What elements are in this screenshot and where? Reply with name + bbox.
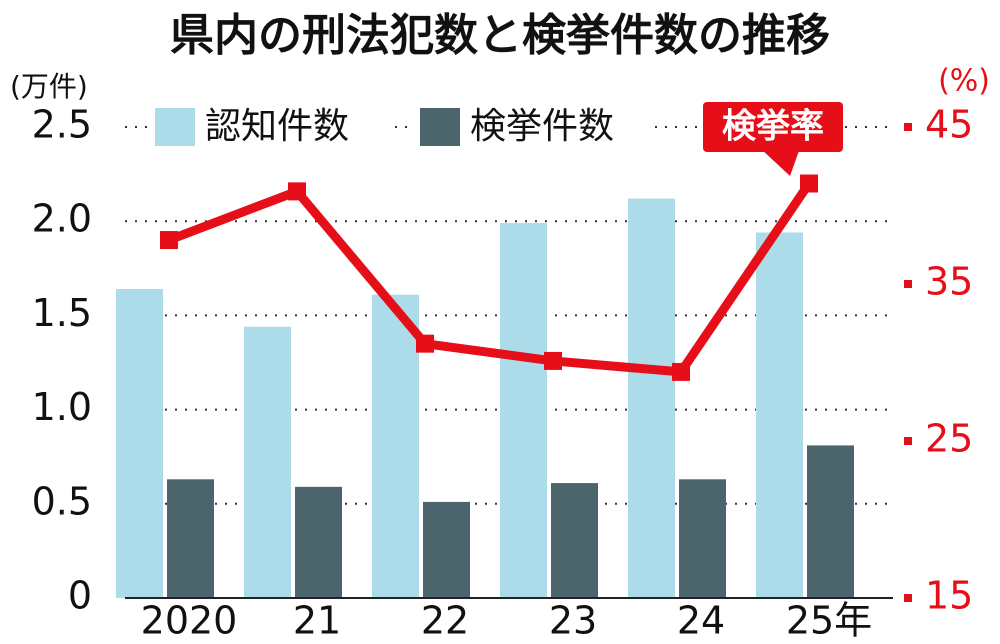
point bbox=[544, 351, 562, 370]
bar bbox=[807, 445, 854, 598]
y2-tick-mark bbox=[904, 594, 912, 602]
bar bbox=[116, 289, 163, 598]
y2-tick-label: 25 bbox=[925, 417, 973, 461]
x-tick-label: 25年 bbox=[786, 599, 872, 643]
point bbox=[800, 174, 818, 193]
bar bbox=[295, 486, 342, 598]
x-tick-label: 23 bbox=[549, 599, 597, 643]
legend-label: 検挙率 bbox=[722, 107, 824, 147]
legend-swatch bbox=[420, 108, 460, 146]
x-tick-label: 24 bbox=[677, 599, 725, 643]
y2-tick-mark bbox=[904, 280, 912, 288]
y2-tick-label: 35 bbox=[925, 260, 973, 304]
line bbox=[167, 180, 813, 377]
bar bbox=[756, 232, 803, 598]
point bbox=[288, 182, 306, 201]
y2-tick-label: 15 bbox=[925, 574, 973, 618]
y-tick-label: 2.5 bbox=[32, 103, 92, 147]
point bbox=[416, 334, 434, 353]
bar bbox=[551, 483, 598, 598]
y2-tick-label: 45 bbox=[925, 103, 973, 147]
bar bbox=[500, 223, 547, 599]
bar bbox=[423, 501, 470, 598]
legend-label: 認知件数 bbox=[205, 106, 349, 147]
x-tick-label: 22 bbox=[421, 599, 469, 643]
y2-axis-label: (%) bbox=[938, 64, 990, 99]
point bbox=[672, 362, 690, 381]
y-tick-label: 0.5 bbox=[32, 479, 92, 523]
bar bbox=[167, 479, 214, 598]
y2-tick-mark bbox=[904, 123, 912, 131]
bar bbox=[679, 479, 726, 598]
x-tick-label: 21 bbox=[293, 599, 341, 643]
callout-pointer bbox=[760, 148, 800, 176]
legend-label: 検挙件数 bbox=[470, 106, 614, 147]
y-tick-label: 1.5 bbox=[32, 291, 92, 335]
bar bbox=[372, 294, 419, 598]
y-axis-label: (万件) bbox=[10, 70, 88, 103]
bar bbox=[628, 198, 675, 599]
y-tick-label: 0 bbox=[68, 574, 92, 618]
chart-title: 県内の刑法犯数と検挙件数の推移 bbox=[170, 10, 830, 61]
y-tick-label: 2.0 bbox=[32, 197, 92, 241]
x-tick-label: 2020 bbox=[141, 599, 238, 643]
point bbox=[160, 231, 178, 250]
y-tick-label: 1.0 bbox=[32, 385, 92, 429]
callout bbox=[703, 102, 843, 152]
bar bbox=[244, 326, 291, 598]
y2-tick-mark bbox=[904, 437, 912, 445]
legend-swatch bbox=[155, 108, 195, 146]
